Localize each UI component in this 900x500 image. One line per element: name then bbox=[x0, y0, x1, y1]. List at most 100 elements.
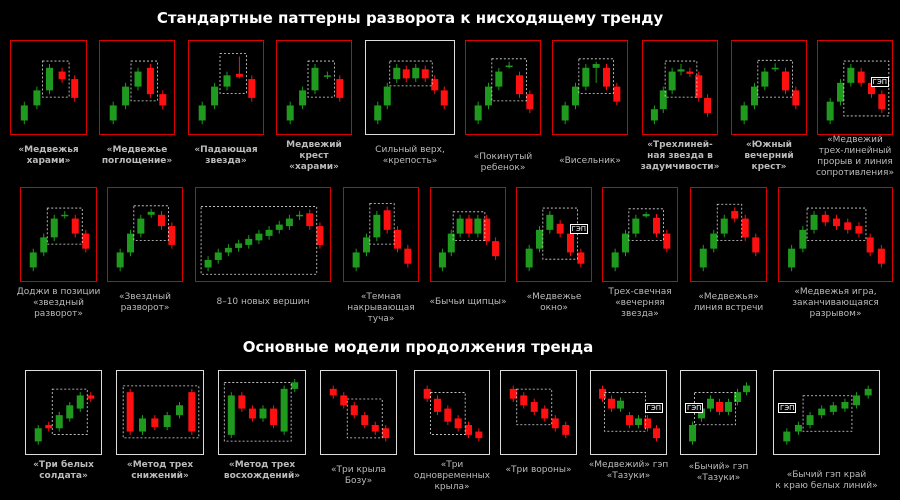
bullish-candle bbox=[296, 214, 304, 217]
bullish-candle bbox=[20, 105, 28, 121]
bullish-candle bbox=[76, 395, 84, 409]
bearish-candle bbox=[530, 402, 538, 412]
bearish-candle bbox=[248, 408, 256, 419]
bearish-candle bbox=[238, 395, 246, 409]
bearish-candle bbox=[483, 218, 491, 242]
bullish-candle bbox=[799, 229, 807, 249]
bullish-candle bbox=[806, 415, 814, 425]
bearish-candle bbox=[159, 94, 167, 106]
bullish-candle bbox=[561, 105, 569, 121]
bearish-candle bbox=[248, 79, 256, 98]
bearish-candle bbox=[716, 402, 723, 412]
bullish-candle bbox=[611, 252, 619, 268]
bullish-candle bbox=[352, 252, 360, 268]
bearish-candle bbox=[866, 237, 874, 253]
pattern-label: «Южный вечерний крест» bbox=[744, 140, 794, 172]
pattern-highlight-box bbox=[516, 388, 553, 426]
bullish-candle bbox=[66, 405, 74, 419]
pattern-highlight-box bbox=[491, 58, 527, 102]
pattern-highlight-box bbox=[122, 385, 200, 439]
candlestick-chart bbox=[329, 385, 390, 442]
bullish-candle bbox=[572, 86, 579, 106]
bullish-candle bbox=[40, 237, 48, 253]
bullish-candle bbox=[245, 238, 253, 245]
bullish-candle bbox=[223, 75, 231, 87]
pattern-highlight-box bbox=[757, 59, 793, 98]
candlestick-chart bbox=[109, 60, 167, 125]
bullish-candle bbox=[198, 105, 206, 121]
bullish-candle bbox=[363, 237, 370, 253]
bearish-candle bbox=[577, 252, 585, 264]
pattern-label: «Три крыла Бозу» bbox=[331, 465, 386, 486]
bullish-candle bbox=[751, 86, 758, 106]
bearish-candle bbox=[71, 218, 79, 234]
pattern-highlight-box bbox=[223, 382, 292, 442]
bullish-candle bbox=[743, 385, 750, 393]
bullish-candle bbox=[710, 233, 718, 249]
bearish-candle bbox=[71, 79, 79, 98]
pattern-highlight-box bbox=[628, 208, 664, 241]
pattern-label: 8–10 новых вершин bbox=[216, 297, 310, 307]
bearish-candle bbox=[465, 218, 473, 234]
bullish-candle bbox=[311, 67, 319, 91]
bearish-candle bbox=[421, 69, 429, 79]
pattern-highlight-box bbox=[604, 392, 646, 432]
pattern-panel bbox=[690, 187, 767, 282]
pattern-panel bbox=[465, 40, 541, 135]
candlestick-chart bbox=[116, 205, 176, 272]
bullish-candle bbox=[139, 418, 146, 432]
bullish-candle bbox=[864, 388, 872, 396]
bearish-candle bbox=[340, 395, 348, 406]
pattern-label: Медвежий крест «харами» bbox=[286, 140, 342, 172]
candlestick-chart bbox=[122, 385, 200, 439]
bearish-candle bbox=[336, 79, 344, 98]
bearish-candle bbox=[151, 418, 159, 427]
pattern-panel bbox=[320, 370, 397, 455]
bullish-candle bbox=[650, 109, 658, 121]
bullish-candle bbox=[280, 388, 288, 432]
candlestick-chart bbox=[223, 379, 299, 442]
candlestick-chart bbox=[438, 211, 500, 272]
pattern-highlight-box bbox=[578, 58, 614, 94]
pattern-panel: ГЭП bbox=[516, 187, 592, 282]
pattern-panel bbox=[10, 40, 87, 135]
bullish-candle bbox=[259, 408, 267, 419]
pattern-highlight-box bbox=[130, 60, 158, 102]
pattern-label: «Три белых солдата» bbox=[33, 460, 94, 481]
pattern-highlight-box bbox=[806, 207, 867, 241]
bearish-candle bbox=[603, 67, 610, 87]
bullish-candle bbox=[127, 233, 134, 253]
bullish-candle bbox=[810, 214, 818, 230]
bullish-candle bbox=[291, 382, 299, 389]
bullish-candle bbox=[46, 67, 53, 91]
bearish-candle bbox=[329, 388, 337, 396]
bearish-candle bbox=[454, 418, 462, 429]
bullish-candle bbox=[592, 64, 600, 68]
bearish-candle bbox=[306, 213, 314, 227]
candlestick-chart bbox=[783, 385, 872, 445]
bullish-candle bbox=[841, 402, 849, 409]
pattern-label: «Медвежий» гэп «Тазуки» bbox=[588, 460, 669, 481]
pattern-panel bbox=[99, 40, 175, 135]
pattern-panel: ГЭП bbox=[817, 40, 893, 135]
bearish-candle bbox=[516, 75, 523, 95]
pattern-label: «Висельник» bbox=[559, 156, 621, 166]
bearish-candle bbox=[431, 79, 439, 91]
gap-label: ГЭП bbox=[778, 403, 797, 414]
pattern-panel bbox=[107, 187, 183, 282]
bullish-candle bbox=[853, 395, 861, 406]
pattern-highlight-box bbox=[46, 207, 83, 245]
pattern-panel bbox=[195, 187, 331, 282]
pattern-label: «Трехлиней- ная звезда в задумчивости» bbox=[640, 140, 720, 172]
pattern-label: «Медвежья игра, заканчивающаяся разрывом… bbox=[792, 287, 879, 319]
bullish-candle bbox=[525, 248, 533, 268]
bullish-candle bbox=[412, 67, 420, 79]
bearish-candle bbox=[599, 388, 606, 399]
bearish-candle bbox=[168, 226, 176, 245]
pattern-panel bbox=[20, 187, 97, 282]
bearish-candle bbox=[361, 415, 369, 425]
bullish-candle bbox=[447, 233, 455, 253]
gap-label: ГЭП bbox=[644, 403, 663, 414]
pattern-panel bbox=[276, 40, 352, 135]
bullish-candle bbox=[505, 65, 513, 68]
